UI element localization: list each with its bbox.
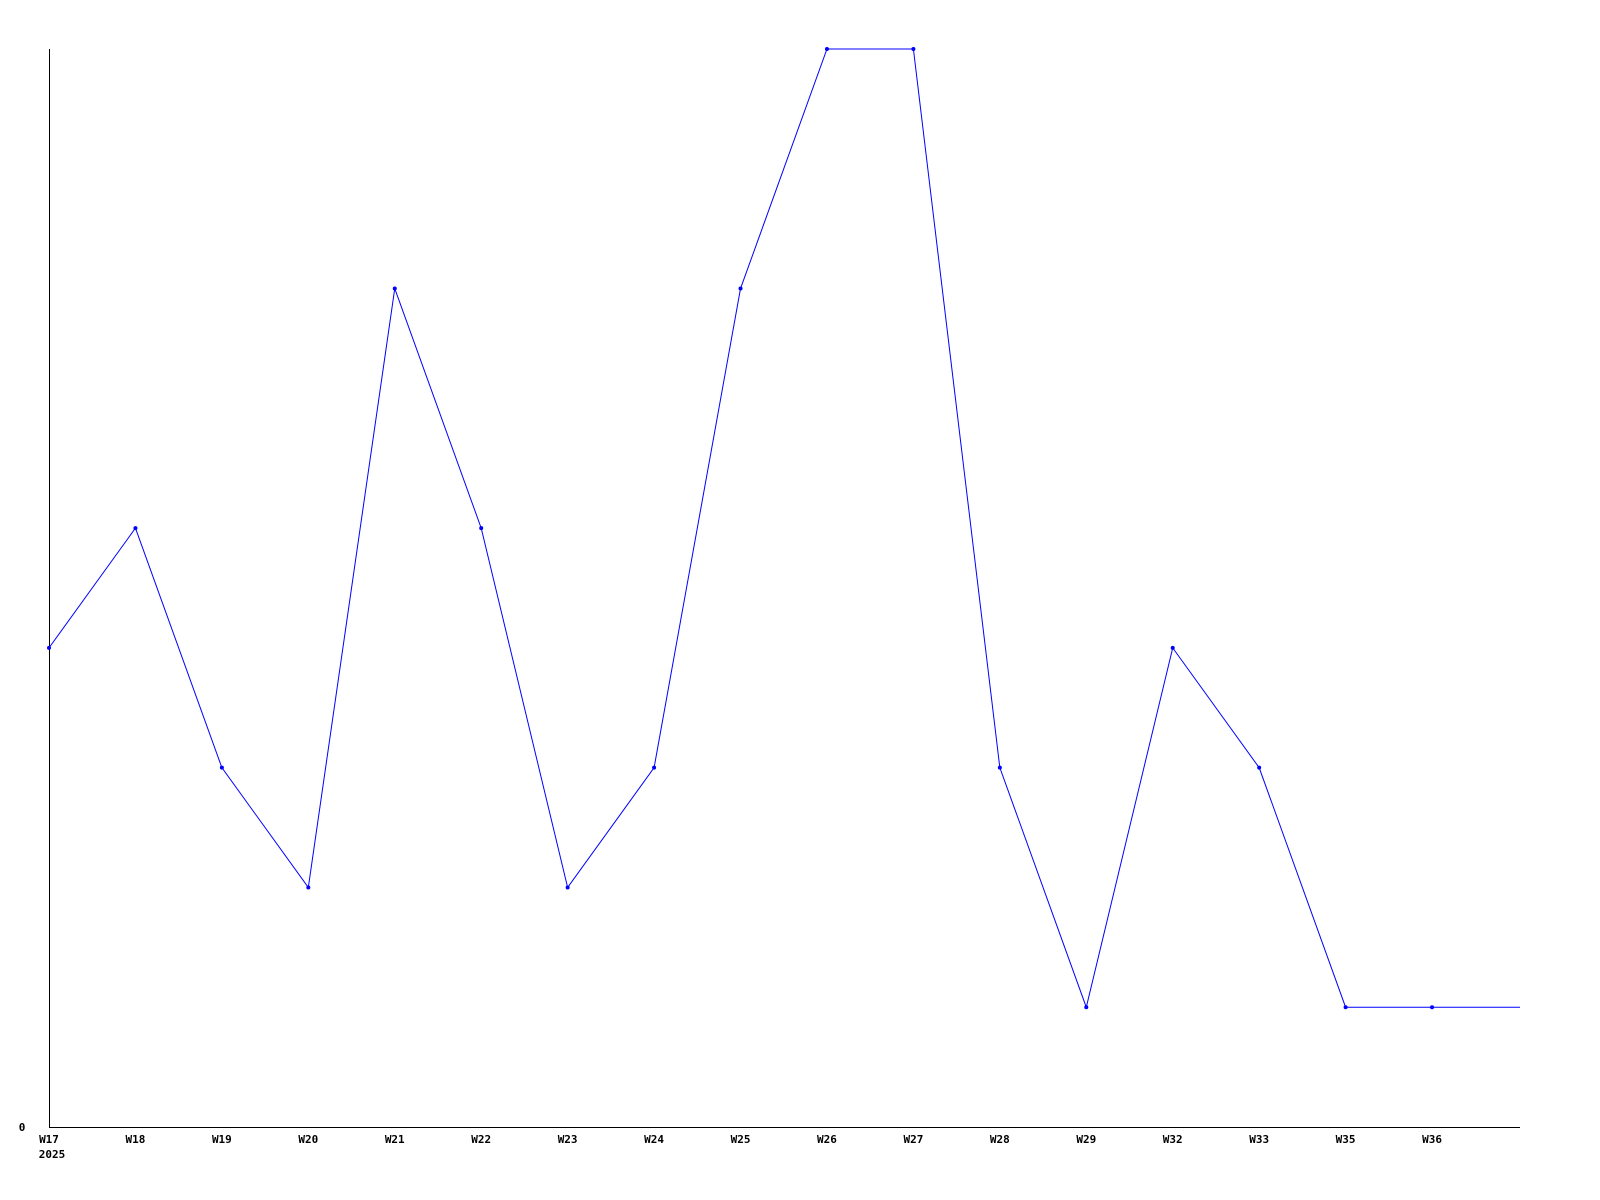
data-point-W18 xyxy=(133,526,138,531)
data-point-W23 xyxy=(565,885,570,890)
data-point-W33 xyxy=(1257,765,1262,770)
data-point-W35 xyxy=(1343,1005,1348,1010)
x-tick-label: W21 xyxy=(385,1133,405,1146)
data-point-W27 xyxy=(911,47,916,51)
data-point-W36 xyxy=(1430,1005,1435,1010)
series-line xyxy=(48,48,1520,1009)
x-tick-label: W22 xyxy=(471,1133,491,1146)
data-point-W19 xyxy=(219,765,224,770)
x-tick-label: W26 xyxy=(817,1133,837,1146)
data-point-W22 xyxy=(479,526,484,531)
x-tick-label: W33 xyxy=(1249,1133,1269,1146)
x-tick-label: W36 xyxy=(1422,1133,1442,1146)
x-tick-label: W28 xyxy=(990,1133,1010,1146)
x-year-label: 2025 xyxy=(39,1148,66,1161)
x-tick-label: W20 xyxy=(298,1133,318,1146)
data-point-W26 xyxy=(824,47,829,51)
x-tick-label: W19 xyxy=(212,1133,232,1146)
x-tick-label: W27 xyxy=(903,1133,923,1146)
y-tick-label-0: 0 xyxy=(19,1121,26,1134)
data-point-W21 xyxy=(392,286,397,291)
x-tick-label: W24 xyxy=(644,1133,664,1146)
data-point-W32 xyxy=(1170,645,1175,650)
x-tick-label: W32 xyxy=(1163,1133,1183,1146)
data-point-W17 xyxy=(47,645,51,650)
x-tick-label: W35 xyxy=(1336,1133,1356,1146)
x-tick-label: W18 xyxy=(126,1133,146,1146)
data-point-W28 xyxy=(997,765,1002,770)
x-tick-label: W25 xyxy=(731,1133,751,1146)
x-tick-label: W23 xyxy=(558,1133,578,1146)
data-point-W29 xyxy=(1084,1005,1089,1010)
data-point-W25 xyxy=(738,286,743,291)
data-point-W24 xyxy=(652,765,657,770)
x-tick-label: W17 xyxy=(39,1133,59,1146)
x-tick-label: W29 xyxy=(1076,1133,1096,1146)
data-point-W20 xyxy=(306,885,311,890)
